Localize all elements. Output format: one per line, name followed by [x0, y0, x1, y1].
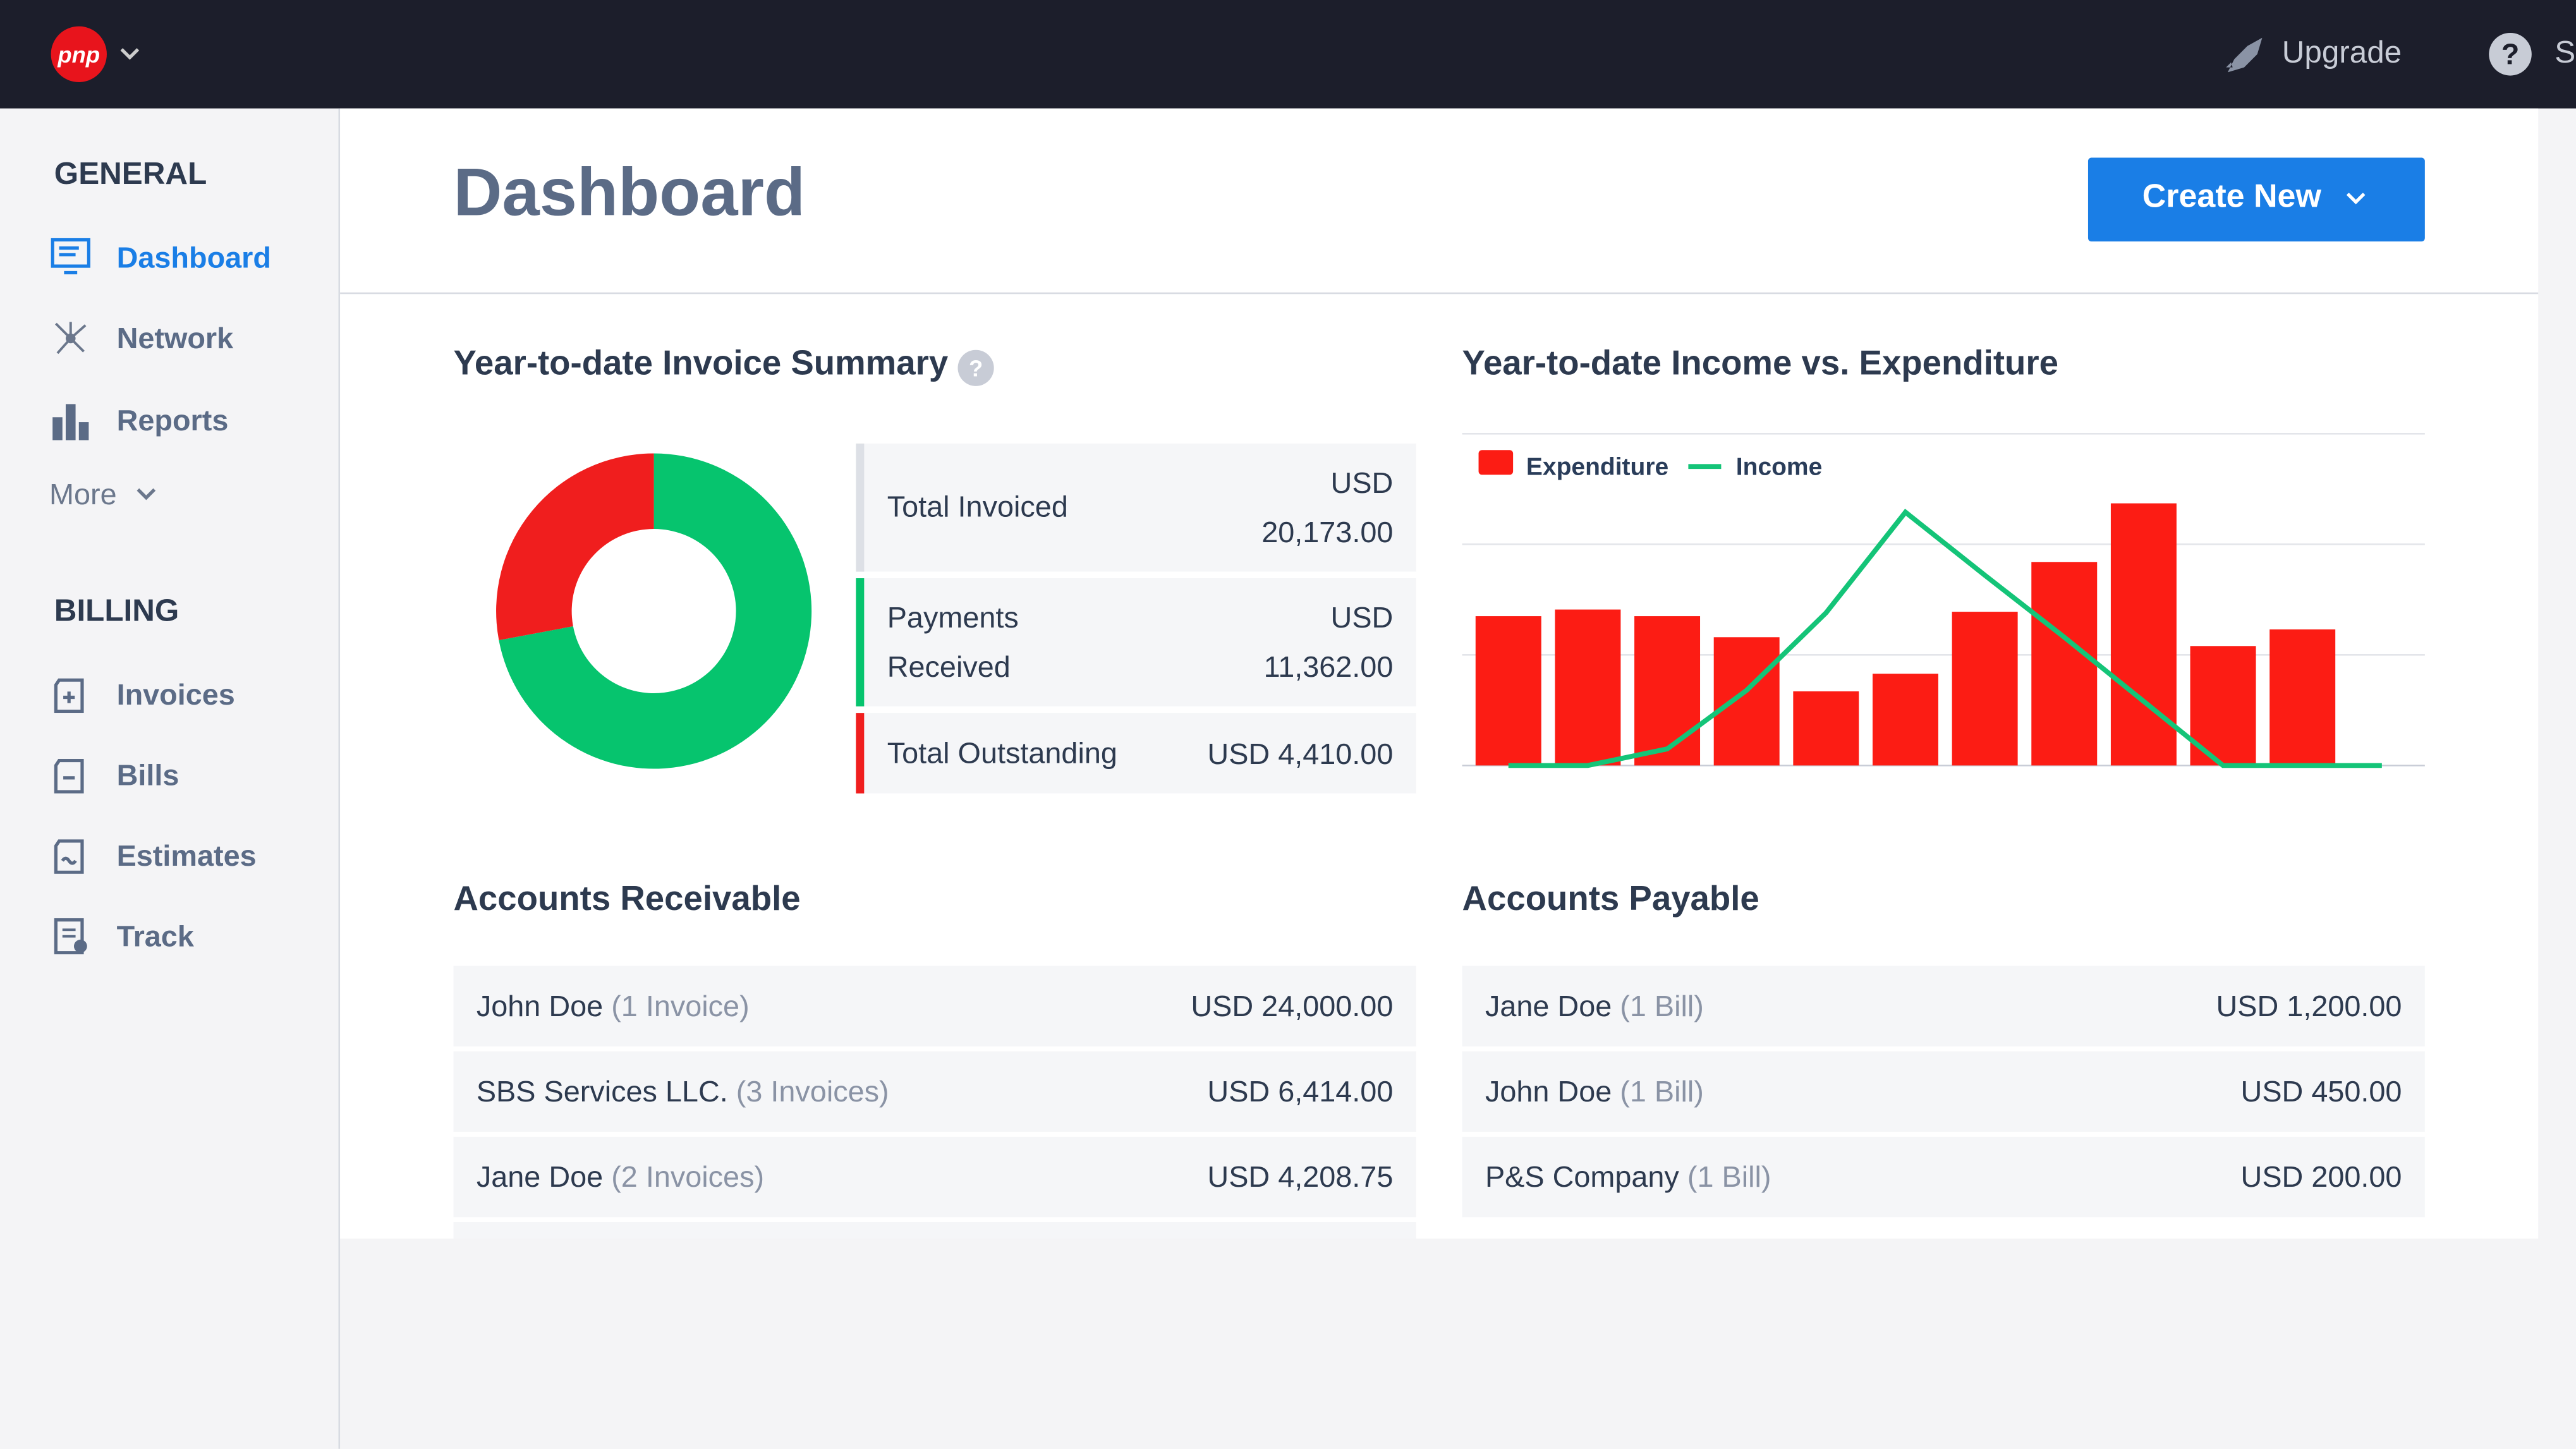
account-amount: USD 450.00: [2240, 1074, 2402, 1108]
bar: [1793, 691, 1859, 766]
page-title: Dashboard: [453, 154, 806, 230]
summary-label: Total Invoiced: [887, 490, 1068, 523]
account-name: Jane Doe (2 Invoices): [477, 1160, 764, 1194]
section-title: Accounts Payable: [1462, 880, 1759, 919]
chevron: [2346, 192, 2366, 205]
summary-row: Total Outstanding USD 4,410.00: [856, 713, 1416, 794]
legend-label: Income: [1736, 453, 1822, 480]
account-row: P&S Company (1 Bill) USD 200.00: [1462, 1136, 2425, 1218]
track-icon: [54, 918, 87, 955]
section-heading: GENERAL: [54, 157, 207, 193]
account-name: SBS Services LLC. (3 Invoices): [477, 1074, 889, 1109]
row-partial: [453, 1222, 1416, 1239]
account-row: Jane Doe (1 Bill) USD 1,200.00: [1462, 966, 2425, 1046]
summary-row: Total Invoiced USD 20,173.00: [856, 443, 1416, 572]
income-expenditure-chart: Expenditure Income: [1462, 432, 2425, 768]
dashboard-icon: [51, 238, 90, 275]
create-new-button[interactable]: Create New: [2087, 157, 2425, 242]
logo[interactable]: pnp: [46, 23, 161, 88]
bar: [2110, 503, 2177, 766]
contact-name: Jane Doe: [476, 1160, 604, 1193]
summary-value: USD 4,410.00: [1207, 736, 1394, 770]
help-icon[interactable]: ?: [2488, 31, 2534, 77]
invoice-icon: [54, 678, 84, 713]
upgrade-link[interactable]: Upgrade: [2281, 36, 2402, 71]
estimate-icon: [54, 839, 84, 874]
nav-item[interactable]: Bills: [116, 758, 179, 792]
line: [1508, 509, 2382, 768]
contact-name: Jane Doe: [1485, 988, 1612, 1022]
donut-segment: [499, 453, 812, 769]
network-icon: [55, 322, 87, 355]
document-count: (1 Invoice): [611, 988, 750, 1022]
account-row: John Doe (1 Bill) USD 450.00: [1462, 1051, 2425, 1132]
section-heading: BILLING: [54, 595, 179, 629]
section-title: Year-to-date Invoice Summary: [453, 344, 949, 383]
account-amount: USD 4,208.75: [1207, 1160, 1394, 1193]
account-name: John Doe (1 Bill): [1485, 1074, 1704, 1109]
bar: [1952, 612, 2018, 766]
contact-name: John Doe: [1485, 1074, 1612, 1108]
account-row: Jane Doe (2 Invoices) USD 4,208.75: [453, 1136, 1416, 1218]
bar: [2269, 629, 2336, 766]
account-row: John Doe (1 Invoice) USD 24,000.00: [453, 966, 1416, 1046]
bill-icon: [54, 758, 84, 794]
rocket-icon[interactable]: [2221, 33, 2268, 79]
nav-item[interactable]: Reports: [116, 404, 229, 437]
section-title: Year-to-date Income vs. Expenditure: [1462, 344, 2058, 383]
top-bar: pnp Upgrade ? S: [0, 0, 2576, 109]
contact-name: P&S Company: [1485, 1160, 1679, 1193]
divider: [340, 292, 2539, 294]
account-amount: USD 1,200.00: [2216, 988, 2402, 1022]
account-amount: USD 200.00: [2240, 1160, 2402, 1193]
legend-label: Expenditure: [1526, 453, 1668, 480]
nav-item[interactable]: Invoices: [116, 678, 235, 712]
account-name: P&S Company (1 Bill): [1485, 1160, 1771, 1194]
document-count: (1 Bill): [1620, 988, 1704, 1022]
nav-item[interactable]: Track: [116, 919, 194, 953]
contact-name: SBS Services LLC.: [476, 1074, 728, 1108]
chevron: [137, 488, 156, 500]
summary-label: Total Outstanding: [887, 736, 1117, 769]
nav-item[interactable]: Network: [116, 322, 234, 355]
summary-value: USD 20,173.00: [1261, 466, 1394, 549]
summary-value: USD 11,362.00: [1263, 601, 1394, 684]
bar: [2031, 562, 2098, 766]
summary-label: Payments Received: [887, 601, 1019, 684]
legend-swatch: [1478, 450, 1514, 475]
help-icon[interactable]: ?: [956, 348, 995, 387]
reports-icon: [52, 404, 89, 440]
document-count: (2 Invoices): [611, 1160, 765, 1193]
svg-text:pnp: pnp: [57, 42, 100, 68]
svg-text:?: ?: [969, 355, 983, 381]
bar: [1872, 674, 1938, 766]
account-row: SBS Services LLC. (3 Invoices) USD 6,414.…: [453, 1051, 1416, 1132]
bar: [1475, 616, 1541, 766]
document-count: (1 Bill): [1620, 1074, 1704, 1108]
cut-off-item[interactable]: S: [2555, 36, 2576, 71]
account-amount: USD 6,414.00: [1207, 1074, 1394, 1108]
account-name: John Doe (1 Invoice): [477, 989, 750, 1024]
donut-chart: [496, 453, 812, 769]
account-name: Jane Doe (1 Bill): [1485, 989, 1704, 1024]
account-amount: USD 24,000.00: [1191, 988, 1394, 1022]
document-count: (3 Invoices): [736, 1074, 889, 1108]
more-toggle[interactable]: More: [49, 478, 117, 511]
nav-item[interactable]: Dashboard: [116, 241, 271, 275]
bar: [1713, 637, 1780, 766]
document-count: (1 Bill): [1687, 1160, 1771, 1193]
section-title: Accounts Receivable: [453, 880, 801, 919]
summary-row: Payments Received USD 11,362.00: [856, 578, 1416, 706]
button-label: Create New: [2142, 179, 2321, 215]
contact-name: John Doe: [476, 988, 604, 1022]
svg-text:?: ?: [2501, 37, 2520, 70]
sidebar: GENERAL Dashboard Network Reports More B…: [0, 108, 341, 1449]
bar: [1634, 616, 1701, 766]
nav-item[interactable]: Estimates: [116, 839, 257, 873]
bar: [1555, 609, 1621, 766]
donut-segment: [496, 453, 654, 641]
